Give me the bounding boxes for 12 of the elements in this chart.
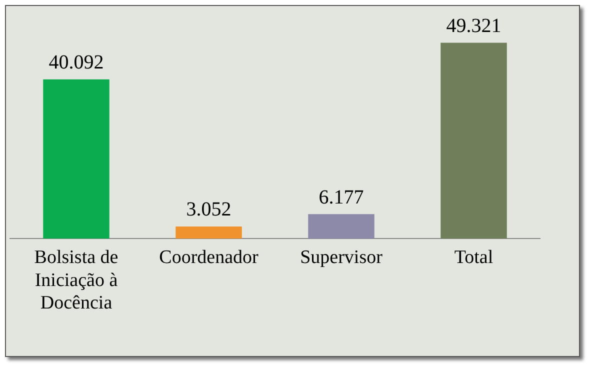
bar: [308, 214, 374, 239]
bar: [440, 42, 507, 239]
data-label: 3.052: [186, 198, 232, 221]
x-tick-label: Total: [454, 246, 494, 268]
bar: [43, 79, 110, 239]
data-label: 40.092: [48, 52, 104, 74]
x-tick-label: Supervisor: [300, 246, 384, 268]
x-tick-label: Bolsista de Iniciação à Docência: [34, 246, 118, 314]
data-label: 49.321: [446, 14, 502, 37]
x-tick-label: Coordenador: [159, 246, 260, 268]
data-label: 6.177: [318, 186, 364, 208]
bar: [176, 226, 242, 239]
